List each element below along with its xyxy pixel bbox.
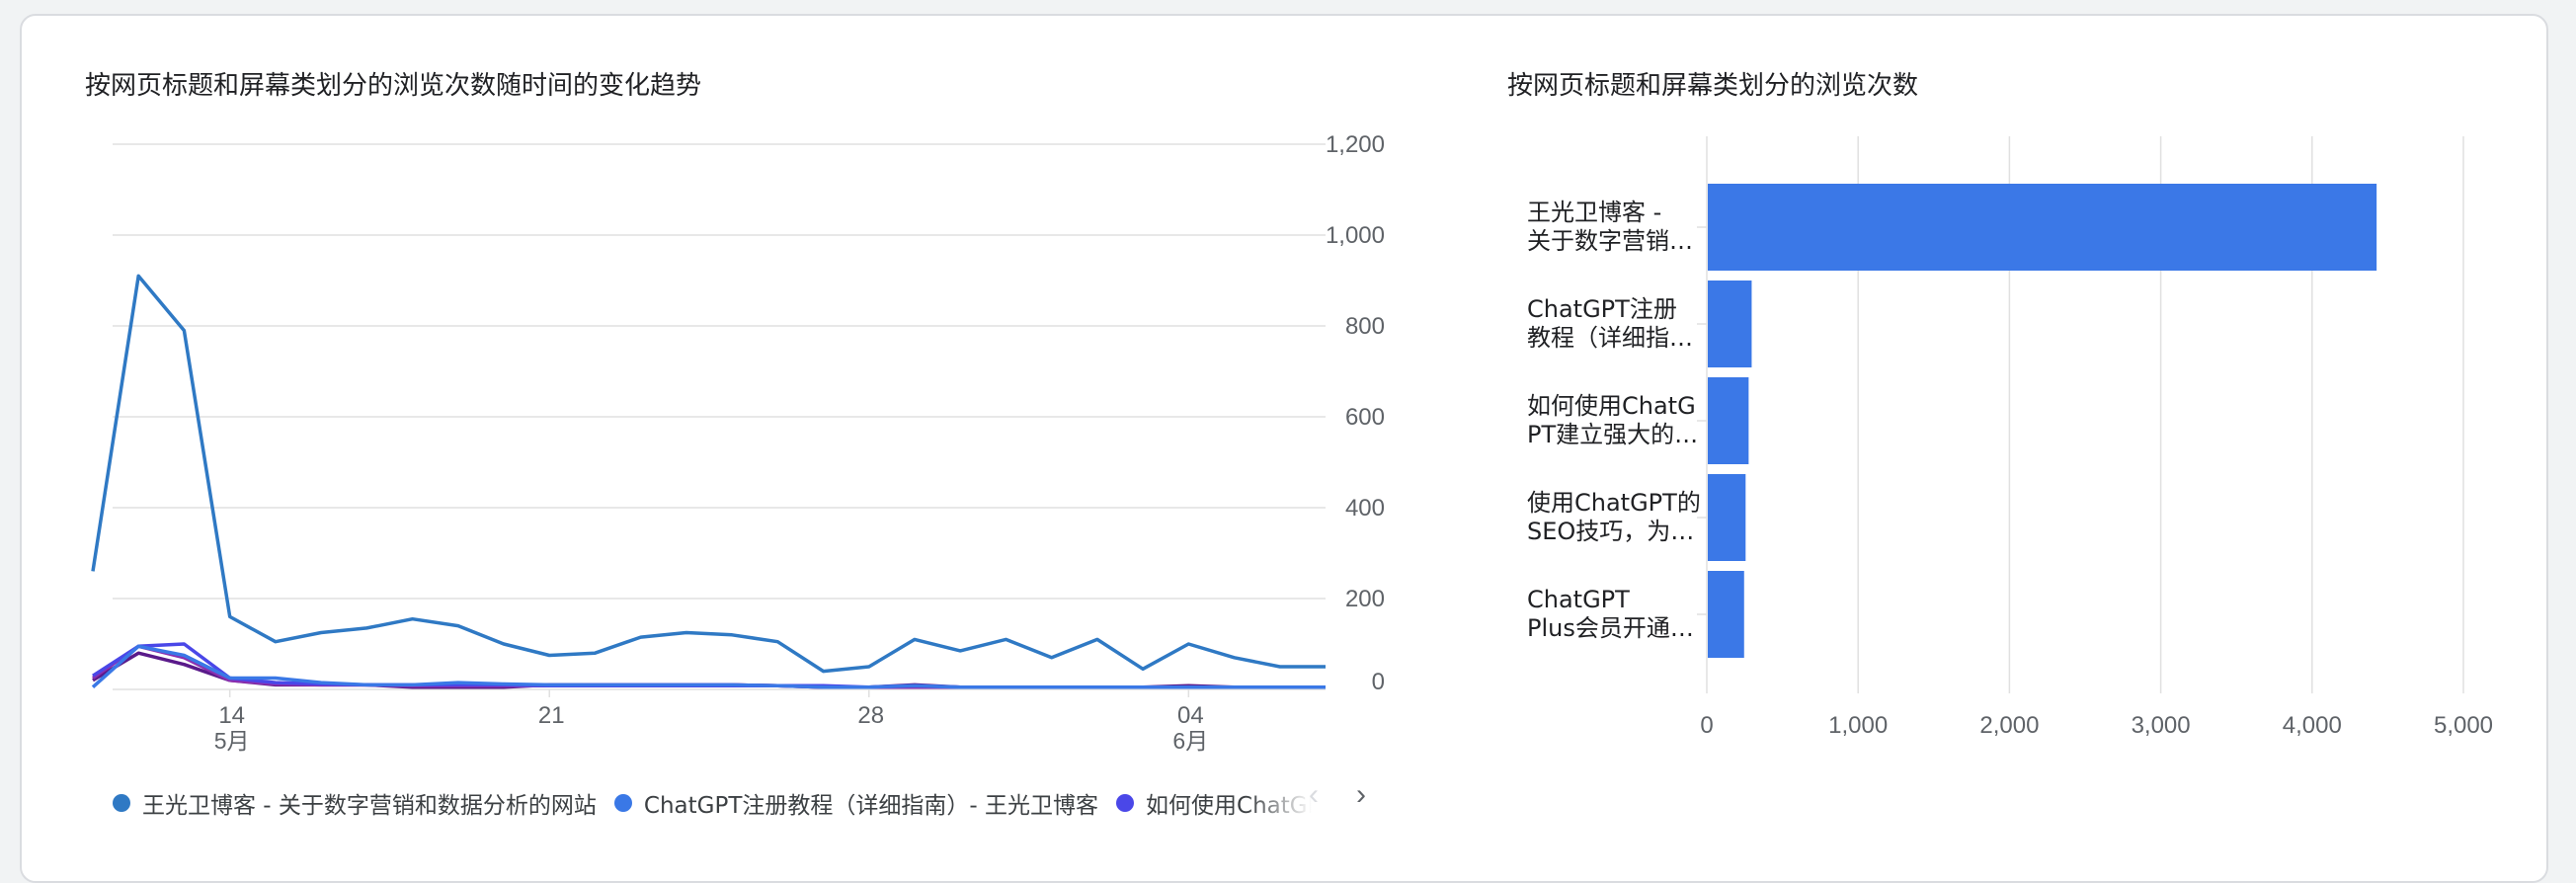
line-y-tick-label: 600 — [1345, 404, 1385, 431]
bar-x-tick-label: 3,000 — [2132, 712, 2191, 739]
line-y-tick-label: 400 — [1345, 495, 1385, 522]
legend-prev-button[interactable]: ‹ — [1309, 778, 1319, 811]
bar-category-label: 如何使用ChatG PT建立强大的… — [1527, 392, 1699, 448]
line-series-1 — [91, 274, 1326, 674]
line-y-tick-label: 200 — [1345, 586, 1385, 612]
bar — [1708, 571, 1744, 658]
line-series-2 — [91, 644, 1326, 689]
bar-category-label: ChatGPT注册 教程（详细指… — [1527, 295, 1693, 352]
legend-dot-icon — [613, 794, 632, 812]
bar-chart: 0 1,000 2,000 3,000 4,000 5,000 — [1697, 136, 2493, 739]
bar — [1708, 377, 1749, 464]
bar-x-tick-label: 4,000 — [2283, 712, 2342, 739]
line-chart-title: 按网页标题和屏幕类划分的浏览次数随时间的变化趋势 — [85, 71, 702, 101]
line-x-tick-label: 04 — [1177, 702, 1204, 729]
legend-item[interactable]: 王光卫博客 - 关于数字营销和数据分析的网站 — [113, 786, 597, 820]
legend-dot-icon — [1116, 794, 1135, 812]
legend-label: 王光卫博客 - 关于数字营销和数据分析的网站 — [142, 793, 597, 819]
line-x-tick-label: 14 — [218, 702, 245, 729]
bar-x-tick-label: 5,000 — [2434, 712, 2493, 739]
line-y-tick-label: 800 — [1345, 313, 1385, 340]
bar-category-label: 使用ChatGPT的 SEO技巧，为… — [1527, 489, 1701, 545]
bar-category-label: ChatGPT Plus会员开通… — [1527, 586, 1694, 642]
line-x-tick-label: 28 — [857, 702, 884, 729]
bar-chart-title: 按网页标题和屏幕类划分的浏览次数 — [1507, 71, 1919, 101]
line-chart-legend: 王光卫博客 - 关于数字营销和数据分析的网站 ChatGPT注册教程（详细指南）-… — [113, 786, 1337, 826]
line-x-tick-month-label: 5月 — [214, 728, 250, 754]
bar-x-tick-label: 0 — [1700, 712, 1713, 739]
line-y-tick-label: 0 — [1372, 669, 1385, 695]
bar-x-tick-label: 1,000 — [1828, 712, 1888, 739]
legend-next-button[interactable]: › — [1356, 778, 1366, 811]
line-x-tick-label: 21 — [538, 702, 565, 729]
bar — [1708, 281, 1752, 367]
legend-dot-icon — [113, 794, 130, 812]
legend-fade — [1247, 776, 1355, 832]
bar-category-label: 王光卫博客 - 关于数字营销… — [1527, 199, 1693, 255]
report-card: 按网页标题和屏幕类划分的浏览次数随时间的变化趋势 按网页标题和屏幕类划分的浏览次… — [20, 14, 2548, 883]
bar — [1708, 474, 1746, 561]
bar — [1708, 184, 2377, 271]
line-y-tick-label: 1,000 — [1326, 222, 1385, 249]
bar-x-tick-label: 2,000 — [1979, 712, 2039, 739]
line-y-tick-label: 1,200 — [1326, 131, 1385, 158]
legend-label: ChatGPT注册教程（详细指南）- 王光卫博客 — [643, 793, 1099, 819]
line-x-tick-month-label: 6月 — [1172, 728, 1208, 754]
legend-item[interactable]: ChatGPT注册教程（详细指南）- 王光卫博客 — [613, 786, 1099, 820]
